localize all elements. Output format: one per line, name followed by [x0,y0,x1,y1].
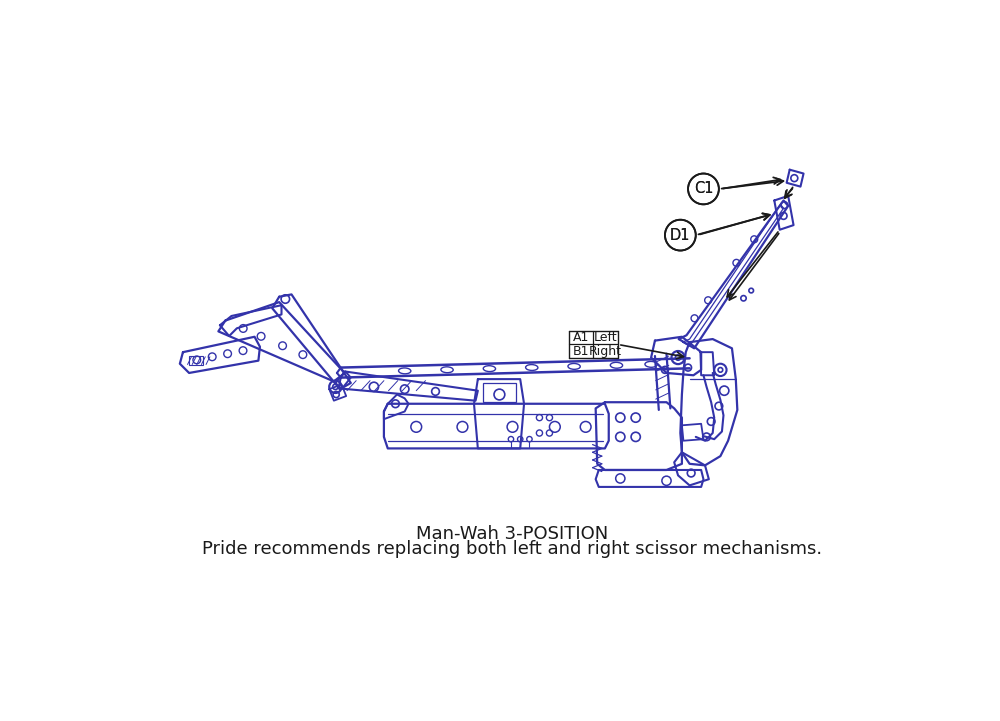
Text: C1: C1 [694,182,713,196]
Bar [189,356,203,366]
Bar [483,383,516,402]
Text: Right: Right [589,345,622,358]
Text: B1: B1 [573,345,589,358]
Text: Pride recommends replacing both left and right scissor mechanisms.: Pride recommends replacing both left and… [202,539,823,557]
Text: C1: C1 [694,182,713,196]
Text: Left: Left [594,332,617,345]
Text: Man-Wah 3-POSITION: Man-Wah 3-POSITION [416,525,609,543]
Text: A1: A1 [573,332,589,345]
Text: D1: D1 [670,228,691,243]
Text: D1: D1 [670,228,691,243]
